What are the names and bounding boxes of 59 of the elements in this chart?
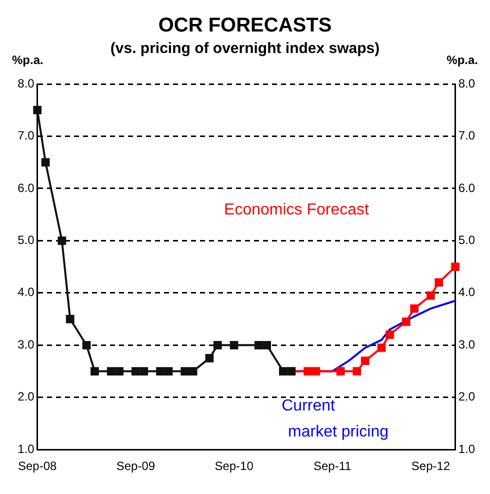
point [58, 236, 66, 245]
y-tick-label: 3.0 [18, 337, 35, 352]
point [426, 291, 435, 300]
chart-title: OCR FORECASTS [158, 14, 332, 37]
y2-tick-label: 3.0 [458, 337, 476, 352]
point [312, 367, 320, 376]
y2-tick-label: 7.0 [458, 128, 476, 143]
series-label: Current market pricing [282, 397, 389, 441]
x-tick-label: Sep-08 [18, 459, 58, 474]
point [254, 340, 263, 350]
y-tick-label: 6.0 [18, 180, 35, 195]
point [205, 354, 214, 362]
point [352, 367, 362, 376]
point [82, 340, 91, 350]
point [451, 262, 460, 271]
point [140, 367, 148, 376]
y2-tick-label: 5.0 [458, 233, 476, 247]
point [402, 317, 410, 326]
point [304, 367, 312, 376]
text: Economics Forecast [224, 202, 370, 219]
point [164, 367, 173, 376]
y-tick-label: 7.0 [18, 128, 35, 143]
point [213, 340, 222, 350]
point [336, 367, 345, 376]
point [33, 106, 42, 114]
x-tick-label: Sep-12 [411, 459, 450, 474]
x-tick-label: Sep-11 [313, 459, 352, 474]
point [279, 367, 288, 376]
point [262, 340, 272, 350]
y2-tick-label: 1.0 [458, 442, 476, 456]
y-tick-label: 2.0 [18, 390, 35, 404]
y2-axis-title: %p.a. [446, 53, 478, 67]
y2-tick-label: 6.0 [458, 180, 476, 195]
point [188, 367, 198, 376]
y-axis-title: %p.a. [12, 53, 44, 67]
point [132, 367, 140, 376]
point [156, 367, 164, 376]
point [90, 367, 99, 376]
point [386, 330, 394, 339]
point [410, 304, 419, 313]
y2-tick-label: 8.0 [458, 76, 476, 90]
point [106, 367, 116, 376]
point [230, 340, 238, 350]
point [434, 278, 444, 287]
x-tick-label: Sep-09 [116, 459, 156, 474]
chart-subtitle: (vs. pricing of overnight index swaps) [110, 40, 380, 58]
x-tick-label: Sep-10 [214, 459, 254, 474]
point [115, 367, 124, 376]
point [41, 158, 50, 167]
point [377, 344, 386, 352]
y-tick-label: 1.0 [18, 442, 35, 456]
point [66, 314, 74, 324]
y-tick-label: 4.0 [18, 285, 35, 300]
y-tick-label: 8.0 [18, 76, 35, 90]
point [180, 367, 190, 376]
y-tick-label: 5.0 [18, 233, 35, 247]
y2-tick-label: 2.0 [458, 390, 476, 404]
point [360, 356, 370, 365]
y2-tick-label: 4.0 [458, 285, 476, 300]
